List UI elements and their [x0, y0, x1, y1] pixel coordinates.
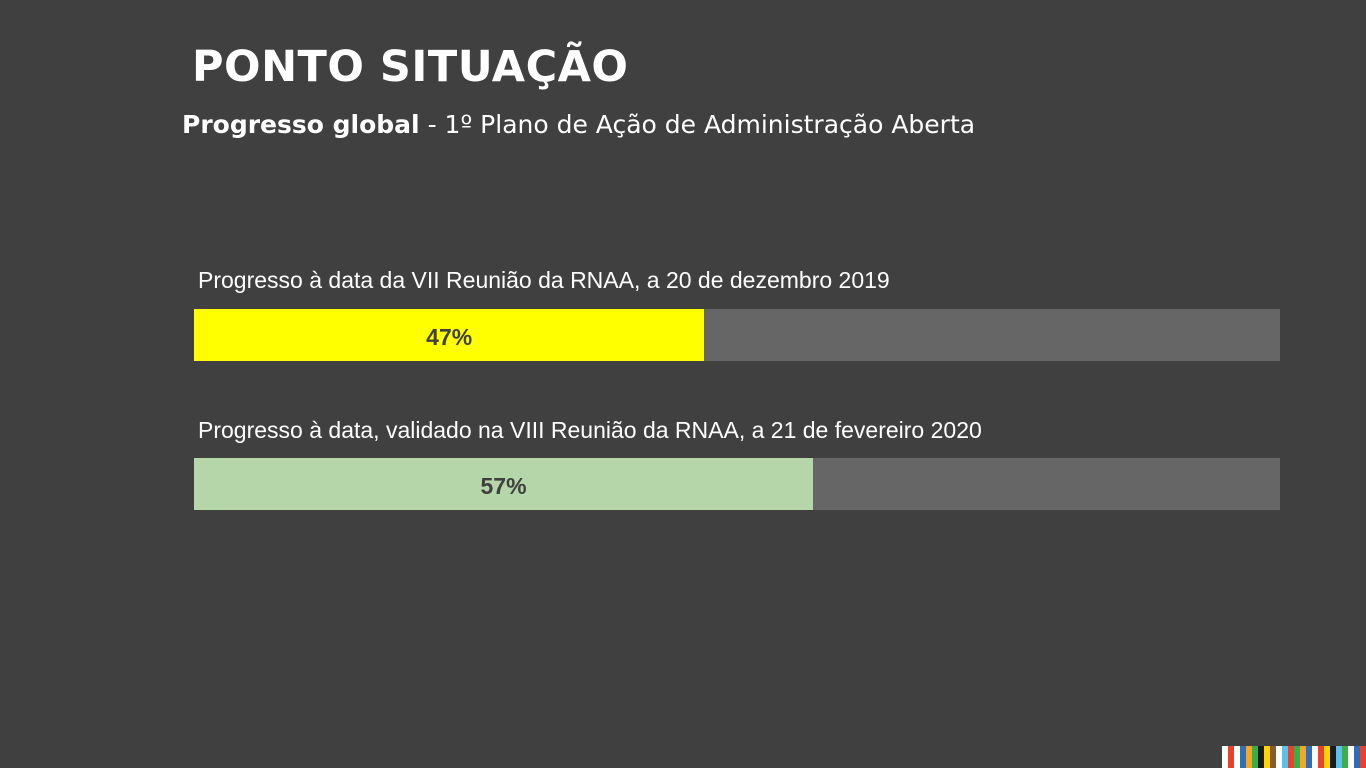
bar-value-label-1: 47%	[194, 309, 704, 361]
bar-value-label-2: 57%	[194, 458, 813, 510]
subtitle-rest: - 1º Plano de Ação de Administração Aber…	[420, 110, 975, 139]
footer-stripe	[1360, 746, 1366, 768]
bar-track-2: 57%	[194, 458, 1280, 510]
footer-color-stripes	[1222, 746, 1366, 768]
slide-subtitle: Progresso global - 1º Plano de Ação de A…	[182, 110, 975, 140]
subtitle-bold: Progresso global	[182, 110, 420, 139]
bar-track-1: 47%	[194, 309, 1280, 361]
slide-title: PONTO SITUAÇÃO	[192, 46, 628, 89]
bar-label-1: Progresso à data da VII Reunião da RNAA,…	[198, 267, 890, 294]
bar-label-2: Progresso à data, validado na VIII Reuni…	[198, 417, 982, 444]
